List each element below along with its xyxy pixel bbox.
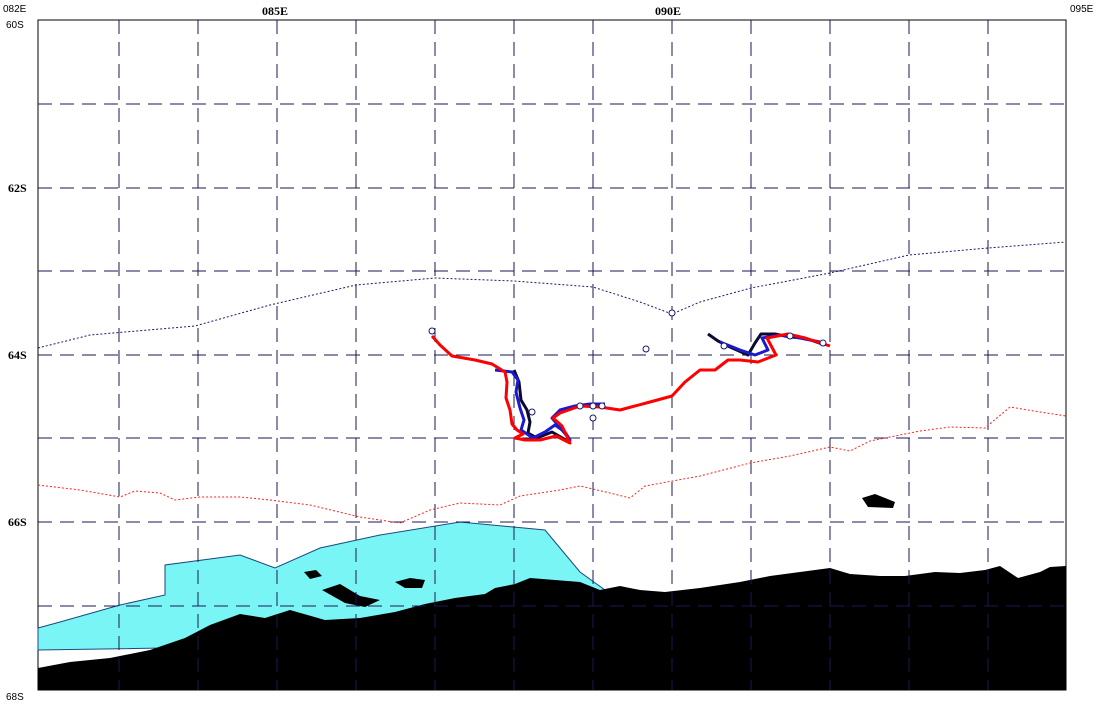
island-4 [862,494,895,508]
land-mass [38,566,1066,690]
lat-label-66s: 66S [8,515,27,529]
lat-label-62s: 62S [8,181,27,195]
lat-label-68s: 68S [6,692,24,703]
station-marker-3 [642,345,650,353]
lon-label-095e: 095E [1070,4,1094,15]
station-marker-7 [589,414,597,422]
station-marker-5 [589,402,597,410]
lon-label-082e: 082E [3,4,27,15]
ship-track-dark [512,369,567,442]
ship-track-red [430,332,831,445]
ship-track-blue [494,368,605,442]
station-marker-6 [598,402,606,410]
island-1 [322,584,380,607]
island-3 [304,570,322,579]
station-marker-1 [428,327,436,335]
station-marker-9 [720,342,728,350]
lon-label-090e: 090E [655,4,682,18]
island-2 [395,578,425,588]
lat-label-64s: 64S [8,348,27,362]
station-marker-10 [786,332,794,340]
station-marker-11 [819,339,827,347]
station-marker-2 [668,309,676,317]
lat-label-60s: 60S [6,20,24,31]
station-marker-4 [576,402,584,410]
lon-label-085e: 085E [262,4,289,18]
boundary-line [37,241,1067,349]
ice-edge-line [37,406,1067,524]
station-marker-8 [528,408,536,416]
